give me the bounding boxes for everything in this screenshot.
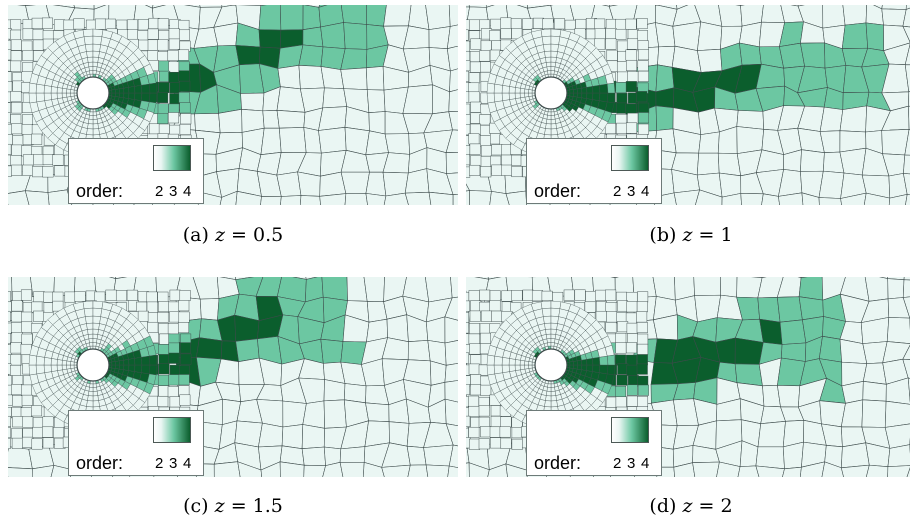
panel-c: order: 2 3 4 [8,277,458,477]
cylinder [76,348,110,382]
mesh-plot [8,5,458,205]
cylinder [534,348,568,382]
legend-tick: 2 [155,455,164,472]
cylinder [76,76,110,110]
legend-label: order: [76,181,124,201]
panel-d: order: 2 3 4 [466,277,910,477]
legend-tick: 4 [641,455,650,472]
caption-letter: (b) [649,224,677,246]
legend-color-bar [153,417,191,443]
legend: order: 2 3 4 [68,138,204,204]
panel-a: order: 2 3 4 [8,5,458,205]
caption-d: (d) z = 2 [466,495,910,517]
caption-value: = 1.5 [230,495,283,517]
caption-a: (a) z = 0.5 [8,224,458,246]
legend-tick: 3 [169,455,178,472]
legend: order: 2 3 4 [68,410,204,476]
caption-letter: (a) [182,224,209,246]
caption-letter: (d) [649,495,677,517]
caption-value: = 1 [698,224,733,246]
legend: order: 2 3 4 [526,138,662,204]
caption-variable: z [682,495,693,517]
caption-value: = 0.5 [231,224,284,246]
legend-tick: 3 [627,455,636,472]
legend-label: order: [534,453,582,473]
legend-tick: 2 [613,455,622,472]
legend: order: 2 3 4 [526,410,662,476]
caption-value: = 2 [698,495,733,517]
legend-label: order: [534,181,582,201]
legend-label: order: [76,453,124,473]
caption-variable: z [214,495,225,517]
legend-tick: 2 [613,183,622,200]
legend-tick: 3 [169,183,178,200]
cylinder [534,76,568,110]
legend-tick: 4 [183,455,192,472]
caption-variable: z [214,224,225,246]
legend-color-bar [611,145,649,171]
legend-tick: 3 [627,183,636,200]
legend-color-bar [153,145,191,171]
legend-tick: 4 [641,183,650,200]
panel-b: order: 2 3 4 [466,5,910,205]
caption-b: (b) z = 1 [466,224,910,246]
legend-tick: 4 [183,183,192,200]
caption-variable: z [682,224,693,246]
legend-color-bar [611,417,649,443]
legend-tick: 2 [155,183,164,200]
caption-c: (c) z = 1.5 [8,495,458,517]
caption-letter: (c) [183,495,209,517]
